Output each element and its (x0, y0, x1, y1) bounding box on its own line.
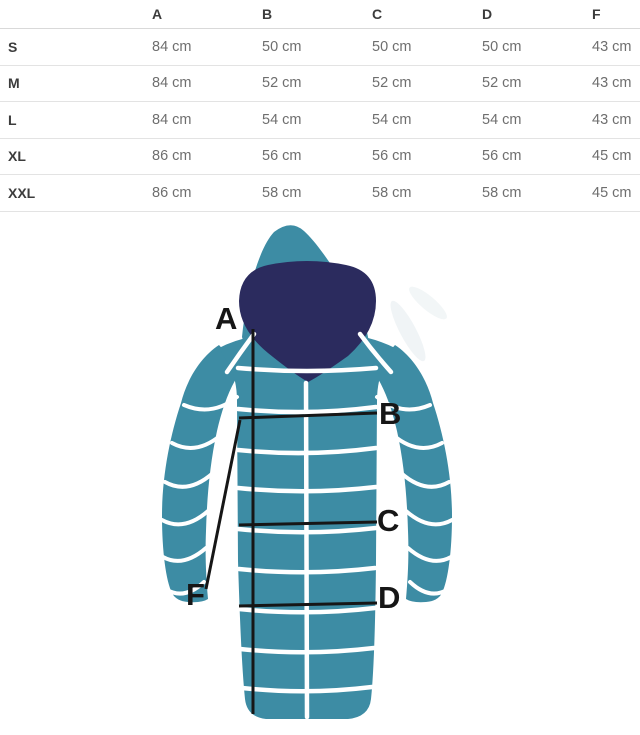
smudge-artifact (390, 286, 447, 361)
size-cell: 52 cm (482, 75, 522, 92)
size-cell: 58 cm (372, 184, 412, 201)
row-label: S (8, 38, 18, 55)
column-header: C (372, 6, 383, 22)
size-cell: 56 cm (262, 148, 302, 165)
size-cell: 58 cm (482, 184, 522, 201)
hood-lining (239, 260, 376, 382)
column-header: B (262, 6, 273, 22)
size-cell: 54 cm (482, 111, 522, 128)
measure-line-d (238, 601, 378, 607)
row-label: XL (8, 148, 26, 165)
label-d: D (378, 580, 400, 615)
size-cell: 45 cm (592, 184, 632, 201)
size-cell: 58 cm (262, 184, 302, 201)
size-cell: 84 cm (152, 111, 192, 128)
size-cell: 86 cm (152, 148, 192, 165)
row-label: XXL (8, 184, 36, 201)
table-row: M 84 cm 52 cm 52 cm 52 cm 43 cm (0, 66, 640, 102)
sleeve-quilt-lines (160, 394, 454, 596)
measure-line-c (238, 520, 378, 526)
table-row: XL 86 cm 56 cm 56 cm 56 cm 45 cm (0, 139, 640, 175)
label-c: C (377, 503, 399, 538)
size-cell: 50 cm (262, 38, 302, 55)
size-cell: 52 cm (262, 75, 302, 92)
size-cell: 43 cm (592, 38, 632, 55)
size-cell: 54 cm (262, 111, 302, 128)
measurement-diagram: A B C D F (0, 212, 640, 735)
size-cell: 50 cm (482, 38, 522, 55)
size-table: A B C D F S 84 cm 50 cm 50 cm 50 cm 43 c… (0, 0, 640, 212)
row-label: L (8, 111, 17, 128)
table-row: XXL 86 cm 58 cm 58 cm 58 cm 45 cm (0, 175, 640, 212)
size-cell: 56 cm (482, 148, 522, 165)
size-cell: 54 cm (372, 111, 412, 128)
table-row: L 84 cm 54 cm 54 cm 54 cm 43 cm (0, 102, 640, 139)
right-raglan-seam (357, 331, 394, 374)
jacket-diagram-svg: A B C D F (160, 224, 454, 719)
size-cell: 45 cm (592, 148, 632, 165)
size-cell: 43 cm (592, 75, 632, 92)
size-cell: 43 cm (592, 111, 632, 128)
column-header: F (592, 6, 601, 22)
table-header-row: A B C D F (0, 0, 640, 29)
size-cell: 52 cm (372, 75, 412, 92)
size-cell: 50 cm (372, 38, 412, 55)
size-cell: 84 cm (152, 38, 192, 55)
table-row: S 84 cm 50 cm 50 cm 50 cm 43 cm (0, 29, 640, 66)
label-b: B (379, 396, 401, 431)
row-label: M (8, 75, 20, 92)
left-sleeve (162, 344, 240, 602)
label-f: F (186, 577, 205, 612)
measure-lines (204, 328, 378, 714)
size-cell: 84 cm (152, 75, 192, 92)
measure-labels: A B C D F (186, 301, 401, 615)
label-a: A (215, 301, 237, 336)
column-header: A (152, 6, 163, 22)
zipper-line (303, 380, 310, 719)
measure-line-b (238, 411, 378, 419)
measure-line-f (204, 419, 242, 589)
size-cell: 86 cm (152, 184, 192, 201)
column-header: D (482, 6, 493, 22)
size-cell: 56 cm (372, 148, 412, 165)
right-sleeve (374, 344, 452, 602)
